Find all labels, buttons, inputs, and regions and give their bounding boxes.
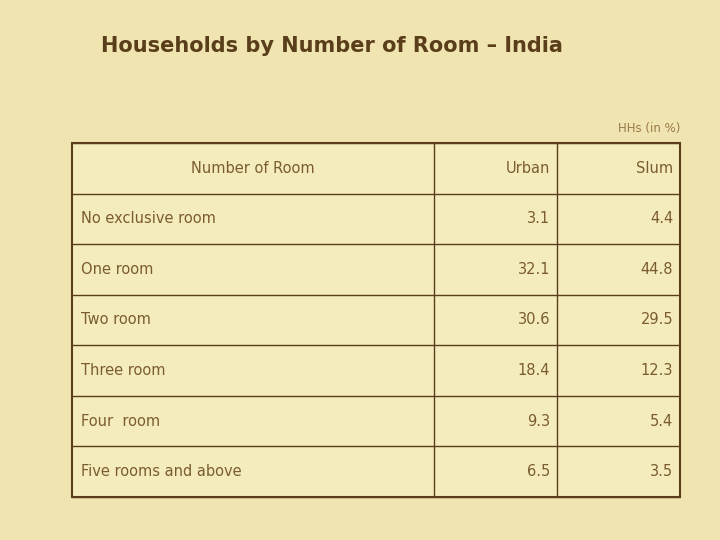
Text: No exclusive room: No exclusive room [81, 211, 216, 226]
Text: HHs (in %): HHs (in %) [618, 122, 680, 135]
Text: 3.1: 3.1 [527, 211, 550, 226]
Text: Urban: Urban [506, 161, 550, 176]
Text: 12.3: 12.3 [641, 363, 673, 378]
Text: 9.3: 9.3 [527, 414, 550, 429]
Text: Four  room: Four room [81, 414, 161, 429]
Text: 6.5: 6.5 [527, 464, 550, 479]
Text: Two room: Two room [81, 313, 151, 327]
Text: Three room: Three room [81, 363, 166, 378]
Text: 29.5: 29.5 [641, 313, 673, 327]
Text: 30.6: 30.6 [518, 313, 550, 327]
Text: 18.4: 18.4 [518, 363, 550, 378]
Text: 44.8: 44.8 [641, 262, 673, 277]
Text: Number of Room: Number of Room [192, 161, 315, 176]
Text: 5.4: 5.4 [650, 414, 673, 429]
Text: Five rooms and above: Five rooms and above [81, 464, 242, 479]
Text: 32.1: 32.1 [518, 262, 550, 277]
Text: One room: One room [81, 262, 154, 277]
FancyBboxPatch shape [72, 143, 680, 497]
Text: 4.4: 4.4 [650, 211, 673, 226]
Text: Slum: Slum [636, 161, 673, 176]
Text: 3.5: 3.5 [650, 464, 673, 479]
Text: Households by Number of Room – India: Households by Number of Room – India [101, 36, 562, 56]
